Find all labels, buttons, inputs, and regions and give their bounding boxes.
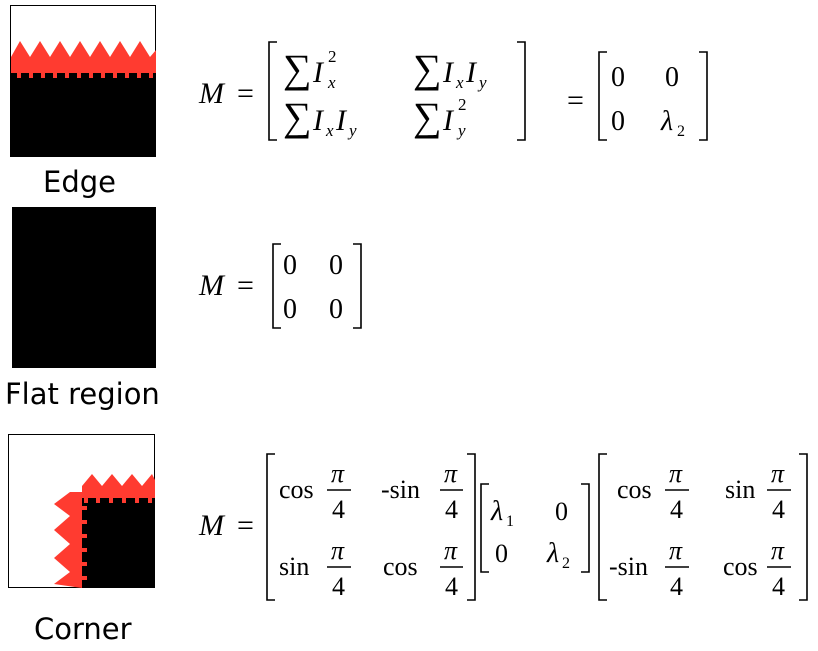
- svg-text:∑: ∑: [283, 46, 312, 91]
- svg-text:I: I: [442, 104, 455, 137]
- svg-text:2: 2: [458, 95, 467, 114]
- svg-text:4: 4: [332, 572, 345, 601]
- svg-text:0: 0: [283, 250, 297, 281]
- svg-text:π: π: [331, 536, 345, 565]
- flat-image: [12, 207, 156, 368]
- svg-text:∑: ∑: [413, 94, 442, 139]
- svg-text:∑: ∑: [283, 94, 312, 139]
- svg-text:4: 4: [772, 572, 785, 601]
- svg-text:x: x: [327, 73, 336, 92]
- svg-text:sin: sin: [725, 475, 755, 504]
- svg-text:π: π: [669, 459, 683, 488]
- svg-text:x: x: [325, 121, 334, 140]
- svg-text:2: 2: [677, 123, 685, 140]
- corner-red-left-teeth: [54, 492, 87, 588]
- svg-text:cos: cos: [617, 475, 652, 504]
- svg-text:1: 1: [506, 513, 514, 530]
- svg-text:0: 0: [329, 250, 343, 281]
- svg-text:-sin: -sin: [609, 552, 648, 581]
- svg-text:2: 2: [562, 555, 570, 572]
- svg-text:π: π: [331, 459, 345, 488]
- svg-text:4: 4: [670, 495, 683, 524]
- svg-text:0: 0: [611, 62, 625, 93]
- corner-equation: M = cos π 4 -sin π 4 sin π 4 cos π 4 λ 1…: [198, 453, 808, 601]
- svg-text:y: y: [456, 121, 466, 140]
- edge-image: [10, 5, 156, 157]
- svg-text:I: I: [335, 104, 348, 137]
- svg-text:4: 4: [445, 495, 458, 524]
- flat-equals: =: [237, 269, 254, 302]
- svg-text:I: I: [312, 56, 325, 89]
- svg-text:0: 0: [555, 497, 568, 526]
- edge-red-teeth: [11, 41, 156, 78]
- svg-text:cos: cos: [279, 475, 314, 504]
- flat-m-symbol: M: [198, 269, 226, 302]
- svg-text:0: 0: [495, 539, 508, 568]
- svg-text:π: π: [444, 459, 458, 488]
- svg-text:0: 0: [665, 62, 679, 93]
- svg-text:cos: cos: [723, 552, 758, 581]
- svg-text:I: I: [312, 104, 325, 137]
- corner-equals: =: [237, 509, 254, 542]
- svg-text:0: 0: [611, 106, 625, 137]
- svg-text:x: x: [455, 73, 464, 92]
- edge-equation: M = ∑ I 2 x ∑ I x I y ∑ I x I y ∑ I 2 y …: [198, 41, 708, 141]
- svg-text:y: y: [347, 121, 357, 140]
- edge-equals: =: [237, 77, 254, 110]
- svg-text:I: I: [465, 56, 478, 89]
- flat-equation: M = 0 0 0 0: [198, 243, 362, 329]
- svg-text:4: 4: [332, 495, 345, 524]
- svg-text:2: 2: [328, 47, 337, 66]
- svg-text:π: π: [669, 536, 683, 565]
- svg-text:0: 0: [283, 294, 297, 325]
- svg-text:λ: λ: [546, 538, 559, 569]
- svg-text:π: π: [771, 459, 785, 488]
- svg-text:4: 4: [445, 572, 458, 601]
- svg-text:sin: sin: [279, 552, 309, 581]
- corner-red-top-teeth: [82, 474, 155, 503]
- corner-image: [8, 434, 155, 588]
- svg-text:π: π: [771, 536, 785, 565]
- svg-text:∑: ∑: [413, 46, 442, 91]
- corner-caption: Corner: [34, 612, 132, 646]
- flat-caption: Flat region: [5, 377, 160, 411]
- svg-text:π: π: [444, 536, 458, 565]
- svg-text:0: 0: [329, 294, 343, 325]
- svg-text:λ: λ: [660, 106, 673, 137]
- svg-text:λ: λ: [490, 496, 503, 527]
- edge-caption: Edge: [43, 165, 116, 199]
- svg-text:-sin: -sin: [381, 475, 420, 504]
- svg-text:cos: cos: [383, 552, 418, 581]
- svg-text:y: y: [477, 73, 487, 92]
- edge-m-symbol: M: [198, 77, 226, 110]
- svg-text:4: 4: [772, 495, 785, 524]
- corner-m-symbol: M: [198, 509, 226, 542]
- svg-text:4: 4: [670, 572, 683, 601]
- edge-equals-2: =: [567, 84, 584, 117]
- svg-text:I: I: [442, 56, 455, 89]
